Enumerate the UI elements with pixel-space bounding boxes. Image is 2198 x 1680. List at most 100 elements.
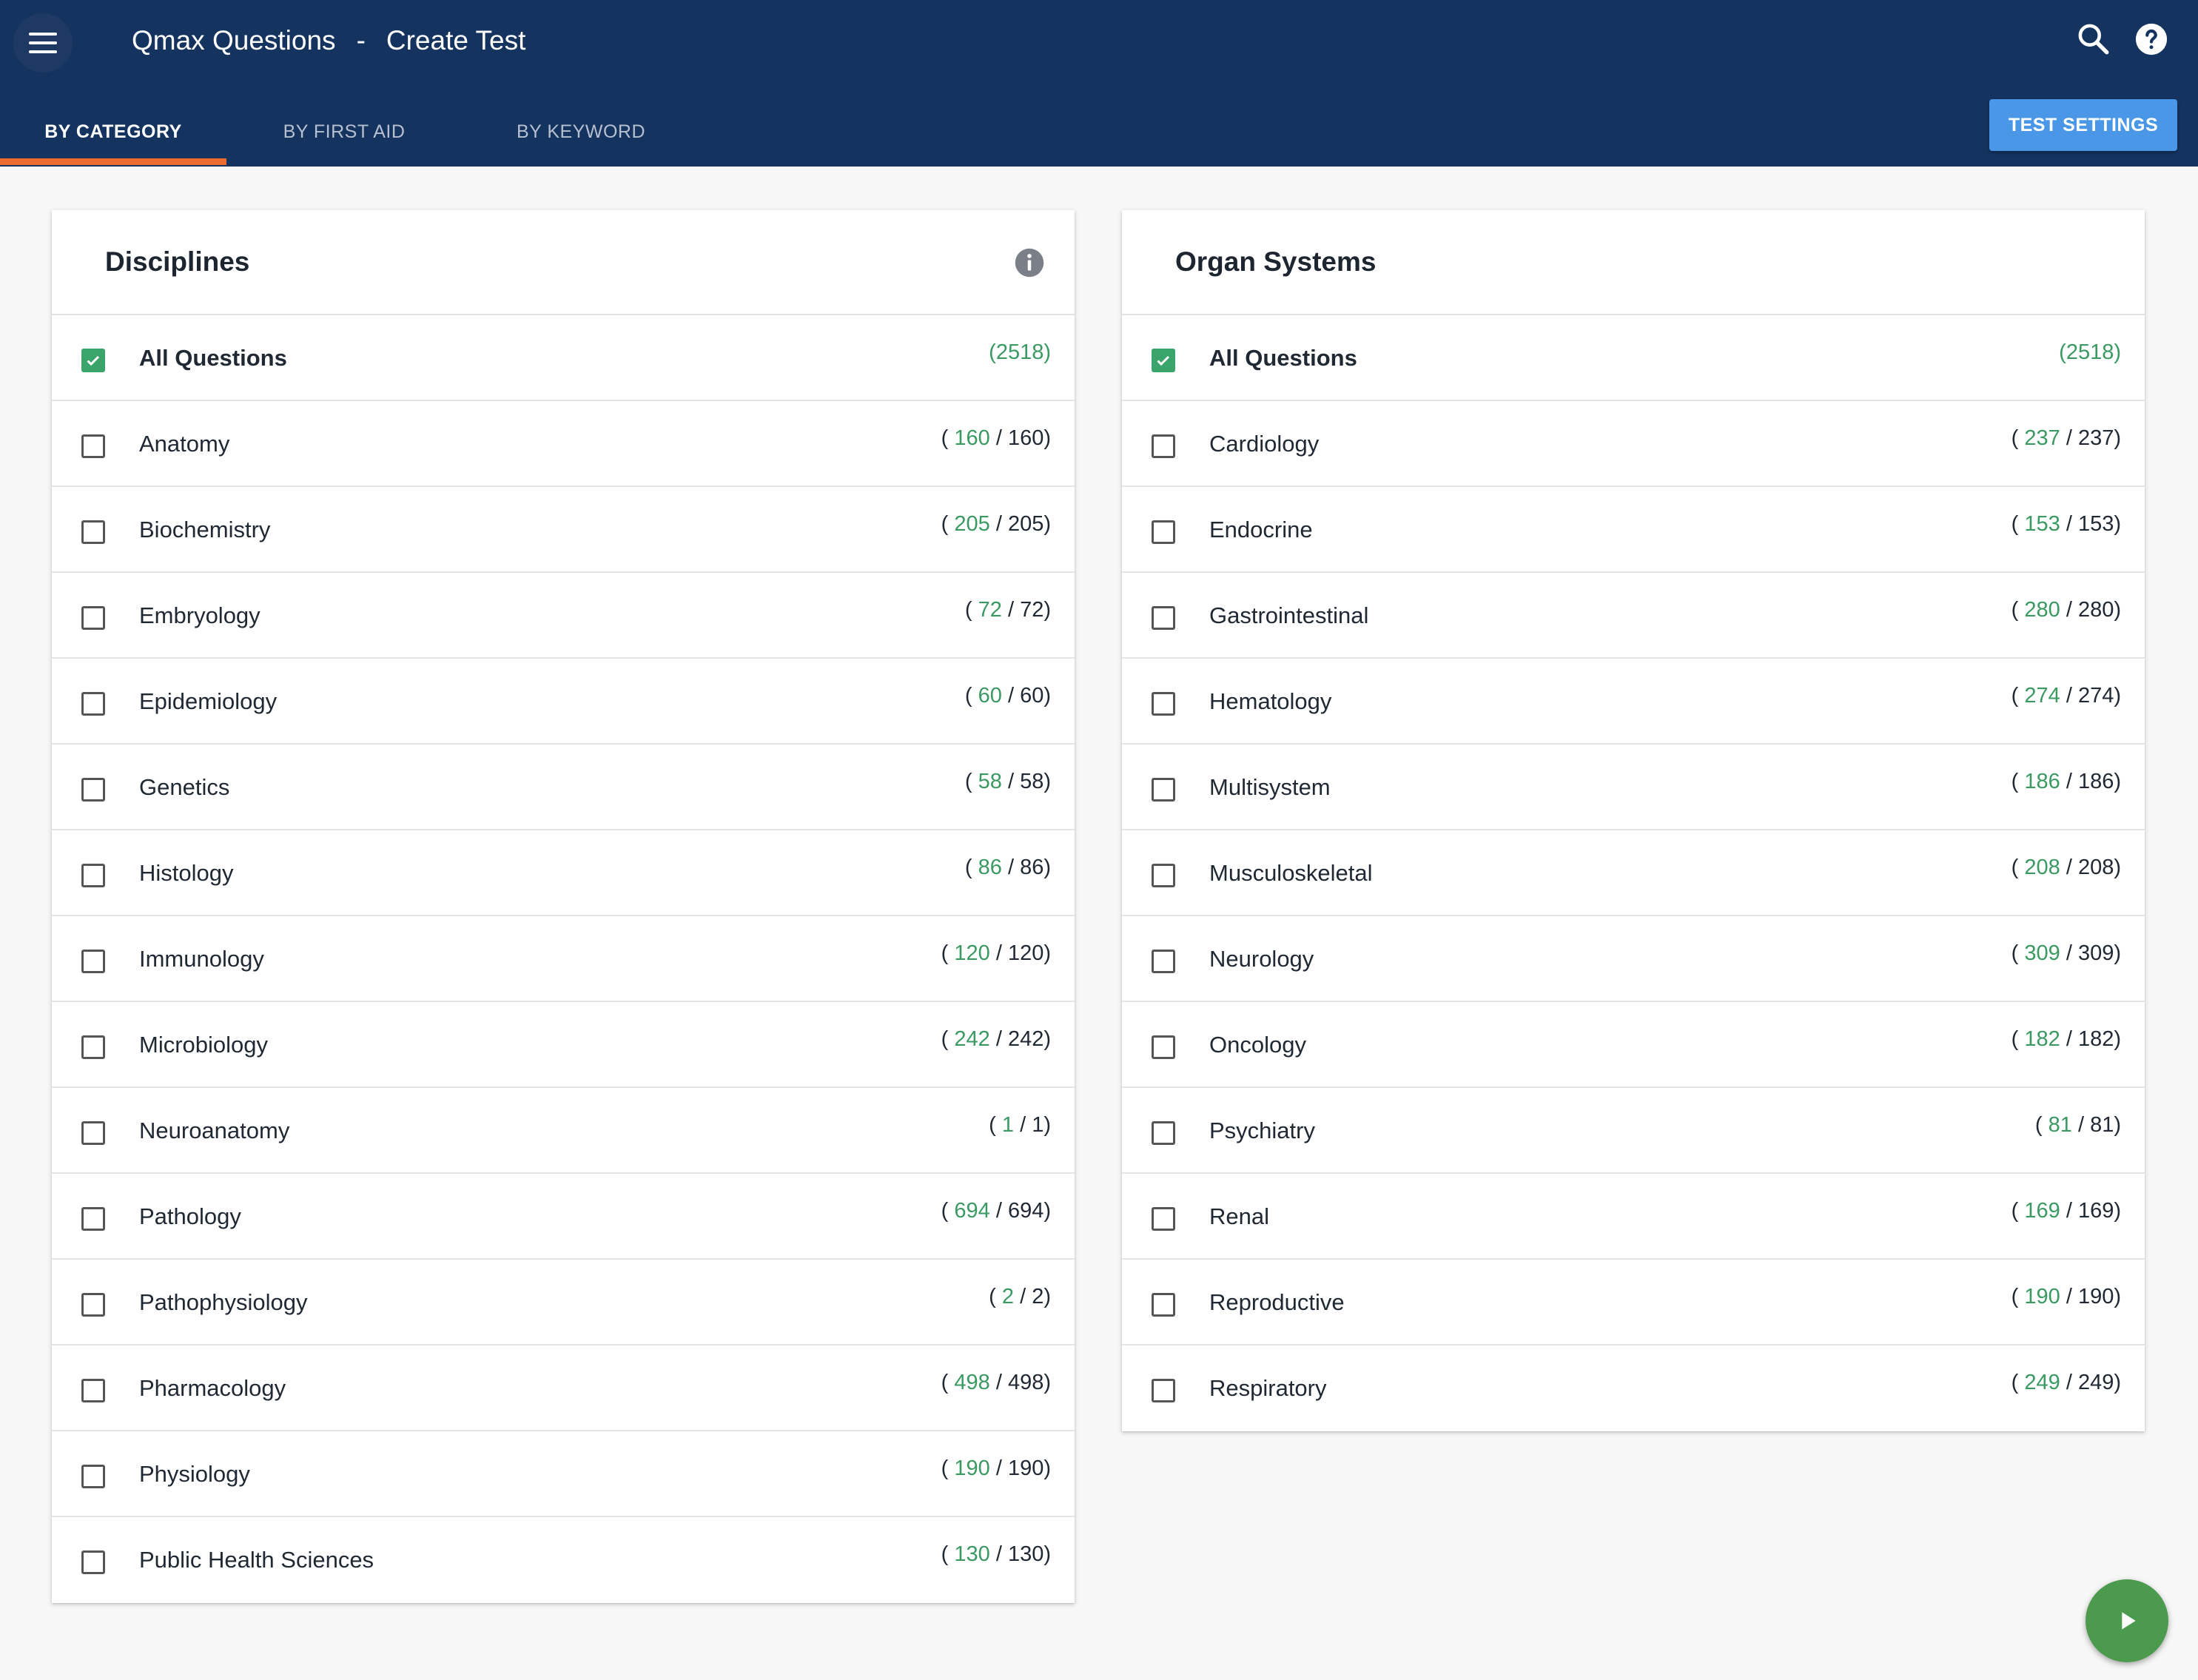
category-row-cardiology[interactable]: Cardiology ( 237 / 237) bbox=[1122, 401, 2145, 487]
category-row-genetics[interactable]: Genetics ( 58 / 58) bbox=[52, 745, 1075, 830]
info-icon[interactable] bbox=[1014, 247, 1045, 278]
app-bar: Qmax Questions - Create Test BY CATEGORY… bbox=[0, 0, 2198, 167]
category-row-psychiatry[interactable]: Psychiatry ( 81 / 81) bbox=[1122, 1088, 2145, 1174]
row-label: Microbiology bbox=[139, 1032, 269, 1058]
category-checkbox[interactable] bbox=[81, 1207, 105, 1231]
category-row-epidemiology[interactable]: Epidemiology ( 60 / 60) bbox=[52, 659, 1075, 745]
category-checkbox[interactable] bbox=[81, 864, 105, 887]
category-row-public-health-sciences[interactable]: Public Health Sciences ( 130 / 130) bbox=[52, 1517, 1075, 1602]
organ-systems-all-questions-row[interactable]: All Questions (2518) bbox=[1122, 315, 2145, 401]
row-label: Genetics bbox=[139, 774, 230, 800]
disciplines-title: Disciplines bbox=[105, 246, 250, 277]
category-checkbox[interactable] bbox=[81, 434, 105, 458]
row-count: ( 309 / 309) bbox=[2011, 941, 2121, 965]
organ-systems-header: Organ Systems bbox=[1122, 210, 2145, 315]
category-row-embryology[interactable]: Embryology ( 72 / 72) bbox=[52, 573, 1075, 659]
category-row-pathophysiology[interactable]: Pathophysiology ( 2 / 2) bbox=[52, 1260, 1075, 1345]
category-checkbox[interactable] bbox=[1152, 1121, 1175, 1145]
disciplines-list: All Questions (2518) Anatomy ( 160 / 160)… bbox=[52, 315, 1075, 1602]
category-checkbox[interactable] bbox=[81, 1550, 105, 1574]
search-icon[interactable] bbox=[2075, 21, 2112, 58]
category-row-biochemistry[interactable]: Biochemistry ( 205 / 205) bbox=[52, 487, 1075, 573]
app-name: Qmax Questions bbox=[132, 25, 336, 56]
category-checkbox[interactable] bbox=[81, 606, 105, 630]
category-checkbox[interactable] bbox=[1152, 520, 1175, 544]
row-count: ( 237 / 237) bbox=[2011, 426, 2121, 450]
category-checkbox[interactable] bbox=[81, 950, 105, 973]
row-count: ( 153 / 153) bbox=[2011, 512, 2121, 536]
organ-systems-title: Organ Systems bbox=[1175, 246, 1377, 277]
row-label: Pharmacology bbox=[139, 1375, 286, 1401]
row-count: ( 274 / 274) bbox=[2011, 684, 2121, 708]
category-checkbox[interactable] bbox=[81, 520, 105, 544]
category-checkbox[interactable] bbox=[1152, 1293, 1175, 1317]
row-count: ( 186 / 186) bbox=[2011, 770, 2121, 793]
category-checkbox[interactable] bbox=[81, 1465, 105, 1488]
category-checkbox[interactable] bbox=[1152, 434, 1175, 458]
category-row-physiology[interactable]: Physiology ( 190 / 190) bbox=[52, 1431, 1075, 1517]
category-checkbox[interactable] bbox=[81, 778, 105, 802]
help-icon[interactable] bbox=[2134, 22, 2168, 56]
category-checkbox[interactable] bbox=[1152, 606, 1175, 630]
organ-systems-all-checkbox[interactable] bbox=[1152, 349, 1175, 372]
row-label: Multisystem bbox=[1209, 774, 1331, 800]
category-checkbox[interactable] bbox=[1152, 864, 1175, 887]
row-label: Renal bbox=[1209, 1203, 1269, 1229]
category-checkbox[interactable] bbox=[1152, 1207, 1175, 1231]
row-label: Oncology bbox=[1209, 1032, 1306, 1058]
start-test-button[interactable] bbox=[2086, 1579, 2168, 1662]
category-checkbox[interactable] bbox=[1152, 692, 1175, 716]
organ-systems-panel: Organ Systems All Questions (2518) Cardi… bbox=[1122, 210, 2145, 1431]
category-checkbox[interactable] bbox=[1152, 778, 1175, 802]
row-label: Pathology bbox=[139, 1203, 241, 1229]
row-label: Cardiology bbox=[1209, 431, 1320, 457]
category-row-pharmacology[interactable]: Pharmacology ( 498 / 498) bbox=[52, 1345, 1075, 1431]
category-row-histology[interactable]: Histology ( 86 / 86) bbox=[52, 830, 1075, 916]
category-row-microbiology[interactable]: Microbiology ( 242 / 242) bbox=[52, 1002, 1075, 1088]
category-row-multisystem[interactable]: Multisystem ( 186 / 186) bbox=[1122, 745, 2145, 830]
category-checkbox[interactable] bbox=[81, 1035, 105, 1059]
row-label: Musculoskeletal bbox=[1209, 860, 1373, 886]
row-label: Epidemiology bbox=[139, 688, 278, 714]
menu-icon bbox=[29, 33, 57, 53]
category-row-oncology[interactable]: Oncology ( 182 / 182) bbox=[1122, 1002, 2145, 1088]
row-count: ( 160 / 160) bbox=[941, 426, 1051, 450]
row-count: ( 72 / 72) bbox=[964, 598, 1051, 622]
category-checkbox[interactable] bbox=[1152, 950, 1175, 973]
category-row-hematology[interactable]: Hematology ( 274 / 274) bbox=[1122, 659, 2145, 745]
test-settings-button[interactable]: TEST SETTINGS bbox=[1989, 99, 2177, 151]
row-count: ( 190 / 190) bbox=[2011, 1285, 2121, 1308]
tab-by-keyword[interactable]: BY KEYWORD bbox=[516, 121, 646, 142]
category-checkbox[interactable] bbox=[81, 692, 105, 716]
category-row-renal[interactable]: Renal ( 169 / 169) bbox=[1122, 1174, 2145, 1260]
category-checkbox[interactable] bbox=[81, 1121, 105, 1145]
tab-by-first-aid[interactable]: BY FIRST AID bbox=[283, 121, 406, 142]
category-row-musculoskeletal[interactable]: Musculoskeletal ( 208 / 208) bbox=[1122, 830, 2145, 916]
row-count: ( 280 / 280) bbox=[2011, 598, 2121, 622]
menu-button[interactable] bbox=[13, 13, 73, 73]
disciplines-all-checkbox[interactable] bbox=[81, 349, 105, 372]
row-count: ( 86 / 86) bbox=[964, 856, 1051, 879]
category-row-respiratory[interactable]: Respiratory ( 249 / 249) bbox=[1122, 1345, 2145, 1430]
disciplines-header: Disciplines bbox=[52, 210, 1075, 315]
category-row-pathology[interactable]: Pathology ( 694 / 694) bbox=[52, 1174, 1075, 1260]
row-label: Biochemistry bbox=[139, 517, 271, 542]
category-row-immunology[interactable]: Immunology ( 120 / 120) bbox=[52, 916, 1075, 1002]
category-row-gastrointestinal[interactable]: Gastrointestinal ( 280 / 280) bbox=[1122, 573, 2145, 659]
tab-by-category[interactable]: BY CATEGORY bbox=[44, 121, 182, 142]
category-checkbox[interactable] bbox=[81, 1293, 105, 1317]
category-row-neuroanatomy[interactable]: Neuroanatomy ( 1 / 1) bbox=[52, 1088, 1075, 1174]
category-checkbox[interactable] bbox=[1152, 1035, 1175, 1059]
row-label: Embryology bbox=[139, 602, 261, 628]
category-row-anatomy[interactable]: Anatomy ( 160 / 160) bbox=[52, 401, 1075, 487]
disciplines-all-questions-row[interactable]: All Questions (2518) bbox=[52, 315, 1075, 401]
page-name: Create Test bbox=[386, 25, 526, 56]
category-row-neurology[interactable]: Neurology ( 309 / 309) bbox=[1122, 916, 2145, 1002]
row-label: Endocrine bbox=[1209, 517, 1313, 542]
category-row-endocrine[interactable]: Endocrine ( 153 / 153) bbox=[1122, 487, 2145, 573]
category-row-reproductive[interactable]: Reproductive ( 190 / 190) bbox=[1122, 1260, 2145, 1345]
category-checkbox[interactable] bbox=[1152, 1379, 1175, 1402]
row-count: ( 169 / 169) bbox=[2011, 1199, 2121, 1223]
row-label: Immunology bbox=[139, 946, 264, 972]
category-checkbox[interactable] bbox=[81, 1379, 105, 1402]
